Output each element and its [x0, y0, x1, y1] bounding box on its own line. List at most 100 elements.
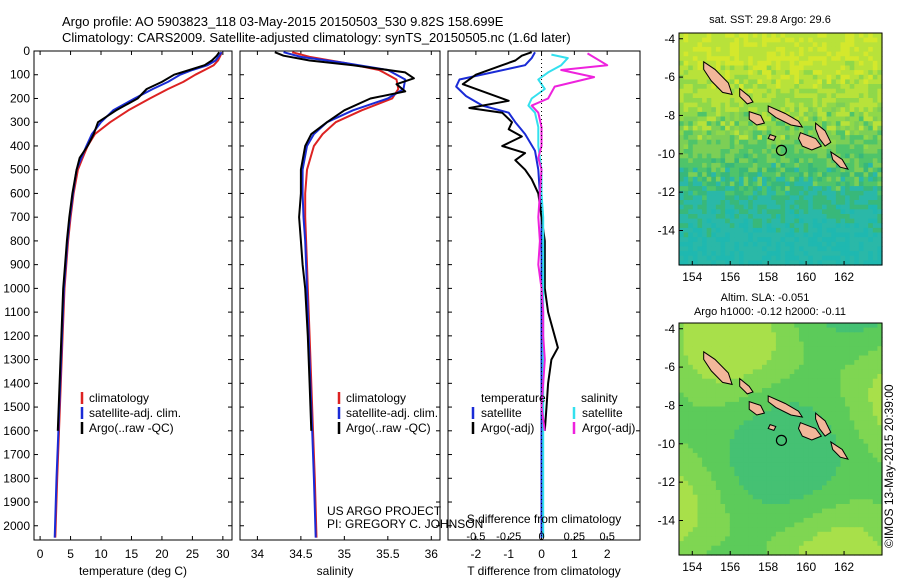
sla-map-cell [739, 355, 745, 361]
sla-map-cell [752, 420, 758, 426]
sst-map-cell [812, 37, 818, 43]
sla-map-cell [789, 397, 795, 403]
sla-map-cell [720, 346, 726, 352]
sla-map-cell [697, 392, 703, 398]
sst-map-cell [845, 107, 851, 113]
depth-tick-label: 1100 [4, 305, 30, 319]
sst-map-cell [794, 79, 800, 85]
sla-map-cell [812, 485, 818, 491]
sst-map-cell [766, 167, 772, 173]
sla-map-cell [840, 457, 846, 463]
sst-map-cell [808, 162, 814, 169]
sla-map-cell [812, 397, 818, 403]
sla-map-cell [748, 327, 754, 333]
sla-map-cell [849, 388, 855, 394]
sla-map-cell [785, 327, 791, 333]
sla-map-cell [775, 429, 782, 435]
sst-map-cell [794, 260, 800, 266]
sla-map-cell [872, 332, 878, 338]
sla-map-cell [692, 480, 698, 486]
sla-map-cell [780, 545, 786, 551]
sla-map-cell [697, 406, 703, 412]
sla-map-cell [794, 346, 800, 352]
sst-map-cell [840, 98, 846, 104]
sst-map-cell [849, 74, 855, 80]
sla-map-cell [725, 360, 731, 366]
sst-map-cell [780, 223, 786, 229]
sla-map-cell [812, 364, 818, 370]
sst-map-cell [826, 125, 832, 131]
sst-map-cell [877, 195, 883, 201]
sst-map-cell [822, 181, 828, 187]
sst-map-cell [688, 186, 694, 192]
sst-map-cell [840, 135, 846, 141]
temperature-panel: 0100200300400500600700800900100011001200… [3, 44, 233, 578]
sla-map-cell [720, 415, 726, 421]
sst-map-cell [858, 232, 865, 238]
sst-map-cell [757, 139, 763, 145]
sst-map-cell [854, 139, 860, 145]
sst-map-cell [748, 93, 754, 99]
sla-map-cell [739, 364, 745, 370]
sst-map-cell [706, 153, 712, 159]
sst-map-cell [854, 246, 860, 252]
sla-map-cell [780, 323, 786, 329]
sla-map-cell [775, 494, 782, 500]
sst-map-cell [711, 246, 717, 252]
sla-map-cell [729, 471, 735, 477]
sla-map-cell [840, 466, 846, 472]
sst-map-cell [706, 149, 712, 155]
sst-map-cell [766, 111, 772, 118]
sst-map-cell [803, 149, 809, 155]
sla-map-cell [854, 415, 860, 421]
sla-map-cell [748, 531, 754, 537]
sla-map-cell [799, 323, 805, 329]
sst-map-cell [794, 42, 800, 48]
sst-map-cell [799, 260, 805, 266]
sla-map-cell [771, 527, 777, 533]
sla-map-cell [697, 341, 703, 347]
sla-map-cell [688, 425, 694, 431]
sst-map-cell [748, 176, 754, 182]
sla-map-cell [775, 545, 782, 551]
sst-map-cell [858, 214, 865, 220]
diff-legend-label: Argo(-adj) [481, 421, 534, 435]
sla-map-cell [780, 541, 786, 547]
sst-map-cell [702, 33, 708, 39]
sst-map-cell [854, 102, 860, 108]
sst-map-cell [706, 214, 712, 220]
sla-map-cell [743, 527, 749, 533]
sst-map-cell [817, 162, 823, 169]
sla-map-cell [762, 332, 768, 338]
sst-map-cell [697, 56, 703, 62]
sla-map-cell [817, 466, 823, 472]
sla-map-cell [780, 443, 786, 449]
sst-map-cell [812, 70, 818, 76]
sla-map-cell [845, 425, 851, 431]
sla-map-cell [872, 406, 878, 412]
sst-map-cell [877, 51, 883, 57]
sst-map-cell [734, 195, 740, 201]
sst-map-cell [725, 102, 731, 108]
sla-map-cell [858, 360, 865, 366]
sla-map-cell [849, 406, 855, 412]
sst-map-cell [817, 93, 823, 99]
sla-map-cell [858, 480, 865, 486]
sla-map-cell [822, 448, 828, 454]
sst-map-cell [725, 227, 731, 234]
sla-map-cell [812, 536, 818, 542]
sla-map-cell [877, 522, 883, 528]
sla-map-cell [702, 374, 708, 380]
sla-map-cell [835, 401, 842, 408]
sst-map-cell [720, 70, 726, 76]
sla-map-cell [835, 374, 842, 380]
sla-map-cell [743, 443, 749, 449]
sla-map-cell [748, 411, 754, 417]
sla-map-cell [734, 494, 740, 500]
sst-map-cell [868, 181, 874, 187]
sst-map-cell [725, 260, 731, 266]
sla-map-cell [739, 531, 745, 537]
sla-map-cell [808, 448, 814, 454]
sla-map-cell [692, 383, 698, 389]
sst-map-cell [854, 218, 860, 224]
